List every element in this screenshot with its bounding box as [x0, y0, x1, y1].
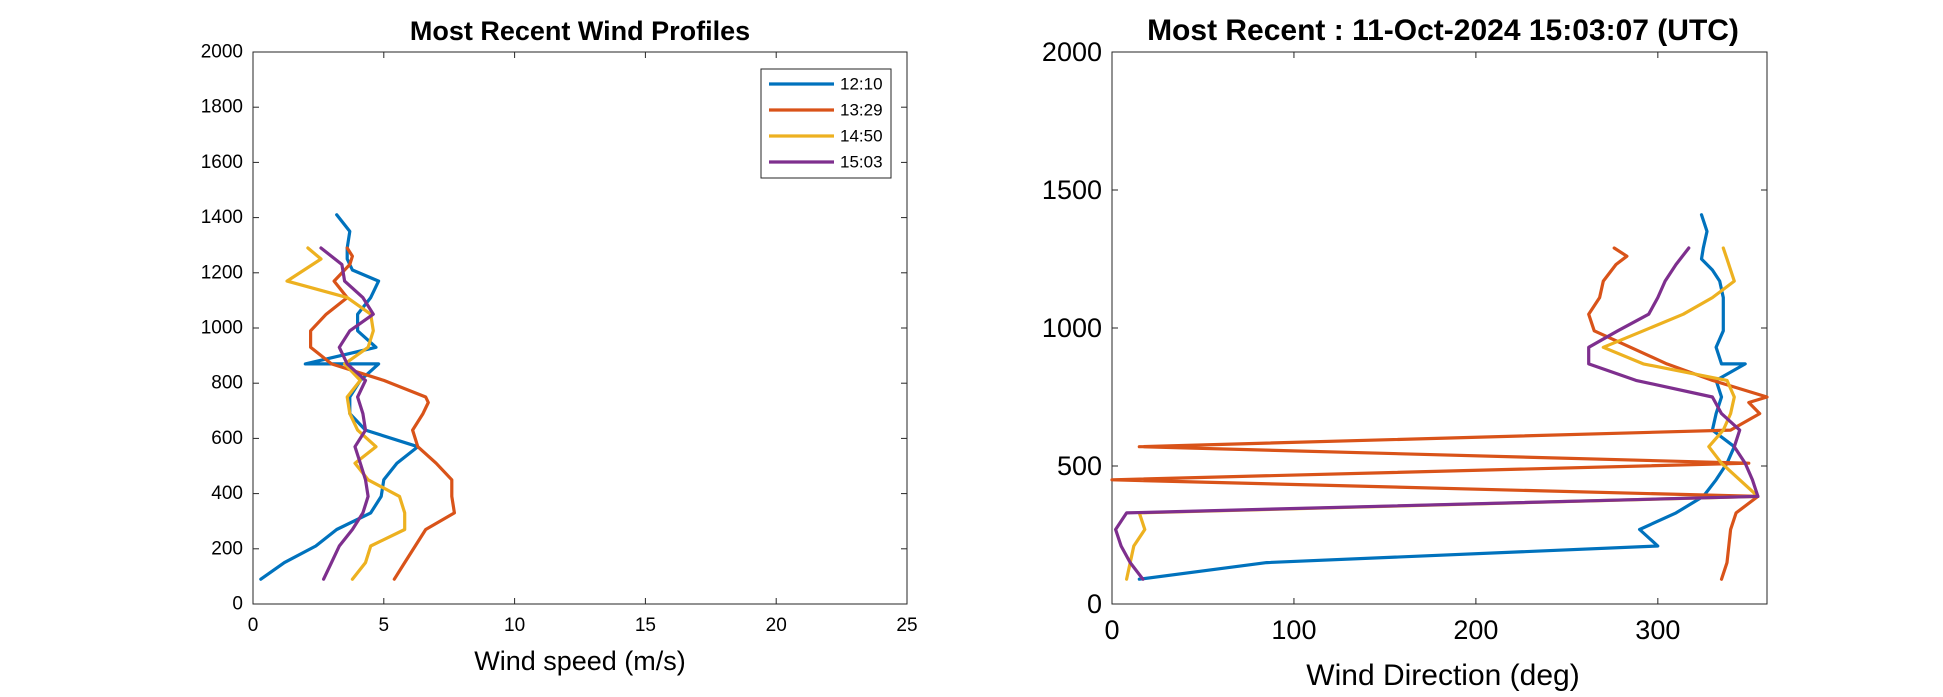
- plot-area: [1111, 51, 1768, 605]
- x-tick-label: 0: [248, 615, 259, 636]
- series-line-1329: [309, 246, 456, 581]
- series-lines: [259, 213, 456, 581]
- series-line-1450: [1124, 246, 1760, 581]
- legend-entry: 15:03: [840, 153, 883, 172]
- y-tick-label: 1600: [201, 152, 243, 173]
- x-tick-label: 15: [635, 615, 656, 636]
- y-tick-label: 1400: [201, 207, 243, 228]
- x-tick-label: 20: [766, 615, 787, 636]
- x-tick-label: 0: [1104, 615, 1119, 645]
- y-tick-label: 0: [232, 594, 243, 615]
- wind-speed-chart: Most Recent Wind Profiles 02004006008001…: [201, 16, 918, 676]
- y-tick-label: 2000: [201, 42, 243, 63]
- x-tick-label: 25: [896, 615, 917, 636]
- legend-entry: 14:50: [840, 127, 883, 146]
- y-tick-label: 1200: [201, 262, 243, 283]
- y-tick-label: 0: [1087, 589, 1102, 619]
- series-line-1503: [319, 246, 375, 581]
- legend-entry: 12:10: [840, 75, 883, 94]
- series-line-1503: [1113, 246, 1760, 581]
- x-axis-label: Wind speed (m/s): [474, 646, 686, 676]
- series-lines: [1110, 213, 1769, 581]
- wind-direction-chart: Most Recent : 11-Oct-2024 15:03:07 (UTC)…: [1042, 14, 1769, 692]
- y-tick-label: 200: [211, 538, 243, 559]
- y-tick-label: 1500: [1042, 175, 1102, 205]
- chart-title: Most Recent : 11-Oct-2024 15:03:07 (UTC): [1147, 14, 1739, 47]
- x-tick-label: 100: [1271, 615, 1316, 645]
- y-tick-label: 1000: [1042, 313, 1102, 343]
- y-tick-label: 1800: [201, 97, 243, 118]
- y-tick-label: 2000: [1042, 37, 1102, 67]
- series-line-1450: [285, 246, 407, 581]
- y-tick-labels: 0 200 400 600 800 1000 1200 1400 1600 1800 2000: [201, 42, 243, 615]
- x-tick-label: 300: [1635, 615, 1680, 645]
- tick-marks: [1111, 51, 1767, 605]
- legend-box: [760, 68, 892, 179]
- y-tick-label: 400: [211, 483, 243, 504]
- series-line-1329: [1110, 246, 1769, 581]
- legend: 12:10 13:29 14:50 15:03: [760, 68, 892, 179]
- x-tick-labels: 0 100 200 300: [1104, 615, 1680, 645]
- x-tick-label: 200: [1453, 615, 1498, 645]
- legend-entry: 13:29: [840, 101, 883, 120]
- tick-marks: [252, 51, 908, 605]
- x-axis-label: Wind Direction (deg): [1306, 659, 1579, 692]
- y-tick-labels: 0 500 1000 1500 2000: [1042, 37, 1102, 619]
- chart-title: Most Recent Wind Profiles: [410, 16, 750, 46]
- y-tick-label: 800: [211, 373, 243, 394]
- y-tick-label: 1000: [201, 318, 243, 339]
- y-tick-label: 500: [1057, 451, 1102, 481]
- x-tick-labels: 0 5 10 15 20 25: [248, 615, 918, 636]
- x-tick-label: 5: [379, 615, 390, 636]
- x-tick-label: 10: [504, 615, 525, 636]
- y-tick-label: 600: [211, 428, 243, 449]
